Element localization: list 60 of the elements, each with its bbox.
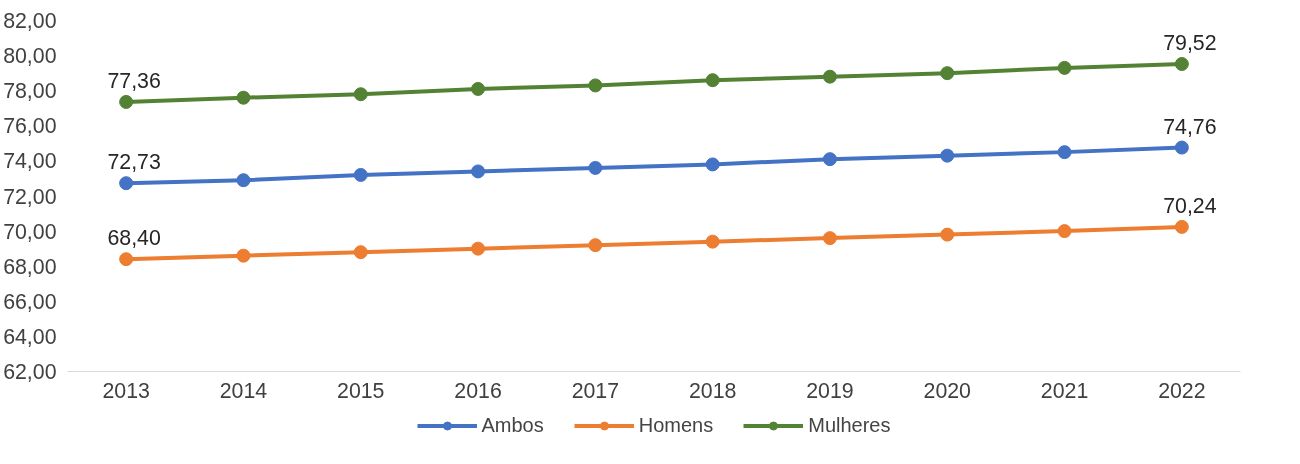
data-label: 79,52 bbox=[1163, 31, 1217, 56]
point bbox=[705, 73, 720, 88]
point bbox=[471, 81, 486, 96]
x-tick-label: 2016 bbox=[454, 378, 502, 403]
x-tick-label: 2018 bbox=[688, 378, 737, 403]
point bbox=[588, 238, 603, 253]
point bbox=[471, 164, 486, 179]
y-tick-label: 64,00 bbox=[3, 324, 57, 349]
y-tick-label: 68,00 bbox=[3, 254, 57, 279]
y-tick-label: 80,00 bbox=[3, 44, 57, 69]
point bbox=[119, 252, 134, 267]
point bbox=[940, 66, 955, 81]
x-tick-label: 2022 bbox=[1158, 378, 1206, 403]
point bbox=[236, 173, 251, 188]
point bbox=[588, 160, 603, 175]
data-label: 68,40 bbox=[107, 226, 161, 251]
point bbox=[940, 227, 955, 242]
point bbox=[1174, 57, 1189, 72]
data-label: 70,24 bbox=[1163, 193, 1217, 218]
x-tick-label: 2017 bbox=[571, 378, 620, 403]
y-tick-label: 82,00 bbox=[3, 9, 57, 33]
y-tick-label: 66,00 bbox=[3, 289, 57, 314]
point bbox=[822, 152, 837, 167]
data-label: 74,76 bbox=[1163, 114, 1217, 139]
data-label: 77,36 bbox=[107, 68, 161, 93]
point bbox=[1174, 140, 1189, 155]
legend-label: Ambos bbox=[481, 413, 544, 437]
y-tick-label: 74,00 bbox=[3, 149, 57, 174]
point bbox=[705, 157, 720, 172]
point bbox=[236, 90, 251, 105]
legend-label: Mulheres bbox=[808, 413, 891, 437]
point bbox=[822, 69, 837, 84]
y-tick-label: 62,00 bbox=[3, 360, 57, 384]
x-tick-label: 2015 bbox=[337, 378, 385, 403]
y-tick-label: 72,00 bbox=[3, 184, 57, 209]
y-tick-label: 70,00 bbox=[3, 219, 57, 244]
point bbox=[119, 176, 134, 191]
point bbox=[471, 241, 486, 256]
point bbox=[353, 87, 368, 102]
point bbox=[822, 231, 837, 246]
point bbox=[353, 245, 368, 260]
data-label: 72,73 bbox=[107, 150, 161, 175]
point bbox=[1174, 219, 1189, 234]
point bbox=[236, 248, 251, 263]
x-tick-label: 2021 bbox=[1040, 378, 1089, 403]
point bbox=[1057, 60, 1072, 75]
point bbox=[1057, 224, 1072, 239]
y-tick-label: 76,00 bbox=[3, 114, 57, 139]
point bbox=[940, 148, 955, 163]
y-tick-label: 78,00 bbox=[3, 79, 57, 104]
x-tick-label: 2013 bbox=[102, 378, 150, 403]
point bbox=[588, 78, 603, 93]
point bbox=[1057, 145, 1072, 160]
point bbox=[119, 94, 134, 109]
x-tick-label: 2014 bbox=[219, 378, 268, 403]
x-tick-label: 2020 bbox=[923, 378, 972, 403]
point bbox=[705, 234, 720, 249]
x-tick-label: 2019 bbox=[806, 378, 854, 403]
legend-label: Homens bbox=[638, 413, 714, 437]
point bbox=[353, 167, 368, 182]
